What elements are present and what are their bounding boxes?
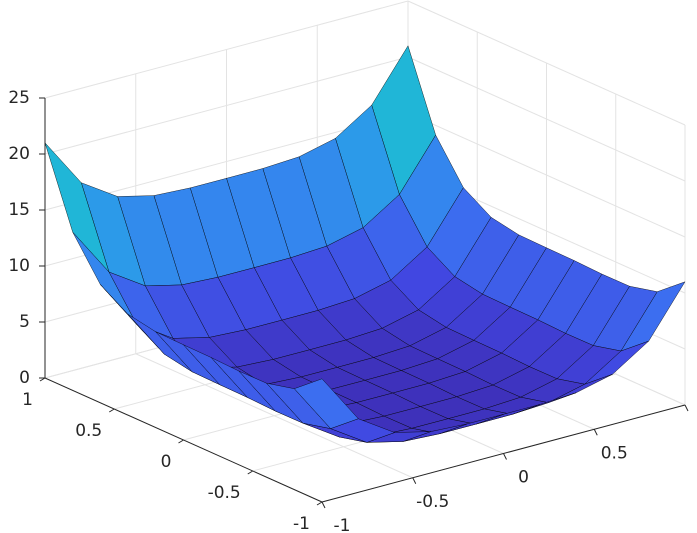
y-tick-label: 0 [161,452,172,472]
y-tick-label: 1 [22,390,33,410]
x-tick-label: 0 [518,468,529,488]
x-tick-label: -1 [334,516,351,533]
z-tick-label: 10 [8,256,30,276]
grid-line [44,0,409,99]
z-tick-label: 5 [19,312,30,332]
axes-layer [39,97,689,509]
grid-line [407,112,686,238]
surface [44,45,686,443]
y-tick-label: -0.5 [208,483,241,503]
x-tick [593,429,598,436]
z-tick-label: 20 [8,144,30,164]
y-tick-label: 0.5 [75,421,102,441]
x-tick [503,453,507,460]
grid-line [407,0,686,126]
x-tick-label: -0.5 [416,492,449,512]
y-tick [108,408,115,413]
z-tick-label: 0 [19,368,30,388]
z-tick-label: 25 [8,88,30,108]
grid-line [407,56,686,182]
surface-patch [293,378,359,429]
z-tick-label: 15 [8,200,30,220]
x-tick-label: 0.5 [601,443,628,463]
y-tick [316,501,323,506]
x-tick [412,477,417,484]
y-tick [247,470,254,475]
y-tick [178,439,184,444]
x-tick [321,501,326,509]
x-tick [684,404,689,412]
y-tick-label: -1 [293,514,310,533]
grid-line [44,56,409,155]
